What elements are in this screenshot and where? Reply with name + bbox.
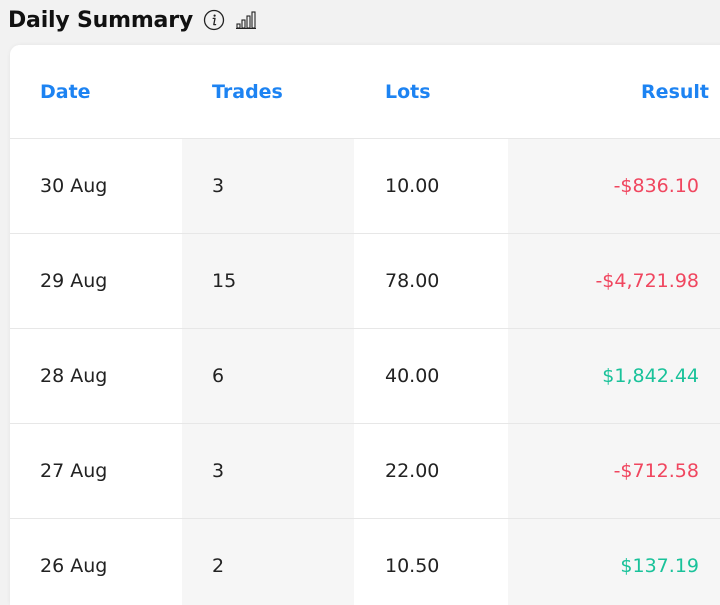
bar-chart-icon[interactable] [235,9,257,31]
table-row[interactable]: 29 Aug 15 78.00 -$4,721.98 [10,234,720,329]
cell-result: $137.19 [620,555,699,577]
daily-summary-table: Date Trades Lots Result 30 Aug 3 10.00 -… [10,45,720,605]
table-header-row: Date Trades Lots Result [10,45,720,139]
cell-lots: 10.50 [385,555,440,577]
cell-lots: 10.00 [385,175,440,197]
header-trades[interactable]: Trades [212,80,283,103]
cell-trades: 15 [212,270,237,292]
cell-trades: 3 [212,175,225,197]
cell-result: -$4,721.98 [595,270,699,292]
table-row[interactable]: 28 Aug 6 40.00 $1,842.44 [10,329,720,424]
header-date[interactable]: Date [40,80,91,103]
panel-title: Daily Summary [8,7,193,33]
header-lots[interactable]: Lots [385,80,431,103]
cell-trades: 2 [212,555,225,577]
cell-date: 29 Aug [40,270,108,292]
panel-header: Daily Summary [8,0,257,40]
header-result[interactable]: Result [641,80,709,103]
table-grid: Date Trades Lots Result 30 Aug 3 10.00 -… [10,45,720,605]
cell-result: $1,842.44 [602,365,699,387]
info-circle-icon[interactable] [203,9,225,31]
table-row[interactable]: 30 Aug 3 10.00 -$836.10 [10,139,720,234]
table-row[interactable]: 27 Aug 3 22.00 -$712.58 [10,424,720,519]
cell-date: 28 Aug [40,365,108,387]
cell-lots: 40.00 [385,365,440,387]
cell-lots: 22.00 [385,460,440,482]
cell-date: 26 Aug [40,555,108,577]
cell-trades: 6 [212,365,225,387]
cell-trades: 3 [212,460,225,482]
cell-result: -$836.10 [613,175,699,197]
cell-result: -$712.58 [613,460,699,482]
table-row[interactable]: 26 Aug 2 10.50 $137.19 [10,519,720,605]
cell-lots: 78.00 [385,270,440,292]
cell-date: 27 Aug [40,460,108,482]
cell-date: 30 Aug [40,175,108,197]
